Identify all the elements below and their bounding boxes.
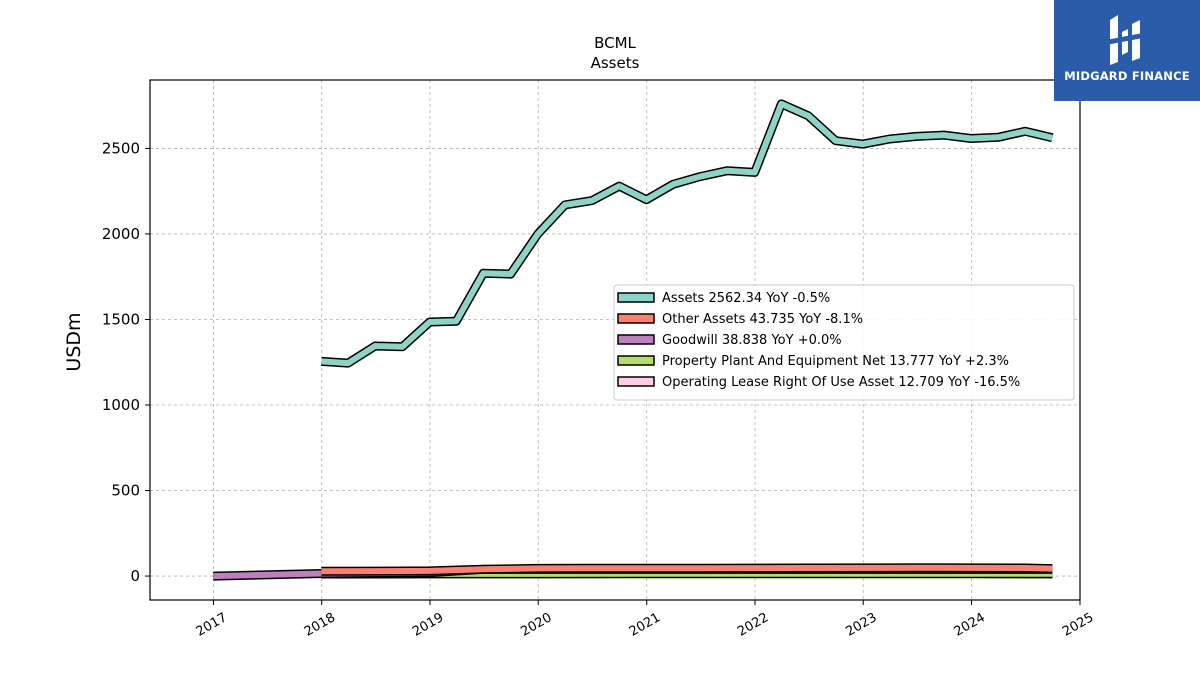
y-tick-label: 500	[111, 482, 140, 500]
logo-mark-icon	[1106, 15, 1148, 65]
legend-swatch	[617, 334, 655, 345]
series-layer	[213, 99, 1054, 581]
x-tick-label: 2021	[627, 610, 663, 640]
legend-swatch	[617, 376, 655, 387]
legend-entry: Goodwill 38.838 YoY +0.0%	[662, 333, 842, 348]
y-tick-label: 2000	[102, 225, 140, 243]
legend-swatch	[617, 313, 655, 324]
series-line	[321, 564, 1053, 575]
legend: Assets 2562.34 YoY -0.5% Other Assets 43.…	[613, 284, 1075, 401]
legend-entry: Other Assets 43.735 YoY -8.1%	[662, 312, 863, 327]
legend-entry: Operating Lease Right Of Use Asset 12.70…	[662, 375, 1020, 390]
chart-subtitle: Assets	[591, 54, 640, 72]
legend-box	[613, 284, 1075, 401]
y-axis-label: USDm	[63, 312, 85, 371]
x-tick-label: 2022	[735, 610, 771, 640]
legend-swatch	[617, 292, 655, 303]
legend-entry: Assets 2562.34 YoY -0.5%	[662, 291, 830, 306]
y-tick-label: 2500	[102, 139, 140, 157]
x-tick-label: 2025	[1060, 610, 1096, 640]
x-tick-label: 2023	[843, 610, 879, 640]
x-tick-label: 2017	[194, 610, 230, 640]
series-line	[321, 100, 1054, 367]
chart-title: BCML	[594, 34, 636, 52]
brand-name: MIDGARD FINANCE	[1064, 69, 1190, 83]
x-tick-label: 2018	[302, 610, 338, 640]
x-tick-label: 2019	[410, 610, 446, 640]
x-tick-label: 2024	[952, 610, 988, 640]
y-tick-label: 0	[130, 567, 140, 585]
y-tick-label: 1000	[102, 396, 140, 414]
x-tick-label: 2020	[518, 610, 554, 640]
brand-logo: MIDGARD FINANCE	[1054, 0, 1200, 101]
legend-swatch	[617, 355, 655, 366]
legend-entry: Property Plant And Equipment Net 13.777 …	[662, 354, 1009, 369]
y-tick-label: 1500	[102, 310, 140, 328]
plot-frame	[149, 79, 1081, 601]
